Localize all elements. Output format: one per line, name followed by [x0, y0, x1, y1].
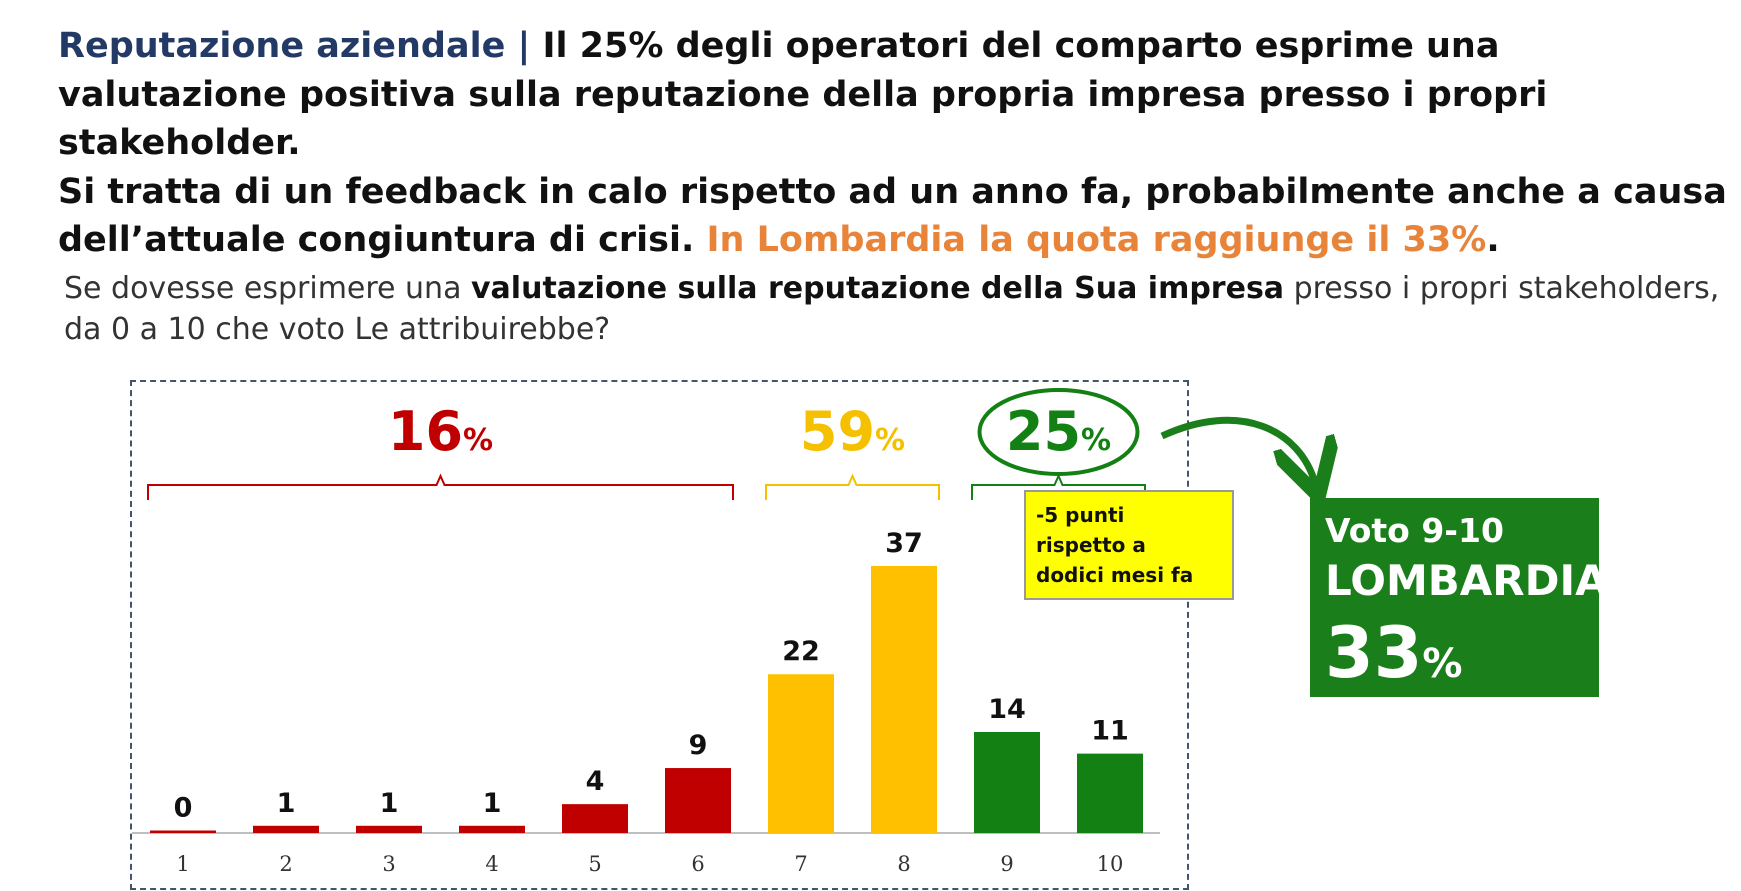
bar-6 — [665, 768, 731, 833]
x-tick-label: 10 — [1097, 852, 1124, 876]
group-total-circle — [977, 388, 1140, 476]
x-tick-label: 2 — [279, 852, 292, 876]
group-total-unit: % — [875, 423, 905, 458]
lombardia-value-unit: % — [1422, 641, 1463, 687]
lombardia-value-number: 33 — [1325, 612, 1423, 694]
lombardia-box: Voto 9-10 LOMBARDIA 33% — [1310, 498, 1608, 697]
x-tick-label: 5 — [588, 852, 601, 876]
group-total-value: 59 — [800, 400, 875, 463]
arrow-to-lombardia — [1160, 416, 1315, 483]
bar-value-label: 1 — [483, 788, 502, 819]
bar-value-label: 0 — [174, 793, 193, 824]
group-total-label: 25% — [1006, 400, 1111, 463]
bar-value-label: 4 — [586, 766, 605, 797]
group-bracket-2 — [765, 473, 940, 500]
bar-8 — [871, 566, 937, 833]
title-lead: Reputazione aziendale | — [58, 26, 531, 66]
group-bracket-1 — [147, 473, 734, 500]
group-total-label: 16% — [388, 400, 493, 463]
question-post: presso i propri stakeholders, da 0 a 10 … — [64, 271, 1720, 347]
x-tick-label: 4 — [485, 852, 498, 876]
bar-9 — [974, 731, 1040, 833]
title-line1: Il 25% degli operatori del comparto espr… — [58, 26, 1548, 163]
bar-7 — [768, 674, 834, 833]
x-tick-label: 3 — [382, 852, 395, 876]
slide-title: Reputazione aziendale | Il 25% degli ope… — [58, 22, 1728, 265]
x-tick-label: 1 — [176, 852, 189, 876]
lombardia-value: 33% — [1325, 608, 1584, 709]
title-highlight: In Lombardia la quota raggiunge il 33% — [706, 220, 1487, 260]
bar-value-label: 14 — [988, 694, 1026, 725]
title-line2: Si tratta di un feedback in calo rispett… — [58, 171, 1727, 261]
bar-2 — [253, 825, 319, 833]
bar-value-label: 22 — [782, 636, 820, 667]
change-note-box: -5 punti rispetto a dodici mesi fa — [1024, 490, 1234, 600]
bar-value-label: 37 — [885, 528, 923, 559]
bar-4 — [459, 825, 525, 833]
bar-value-label: 11 — [1091, 716, 1129, 747]
group-total-value: 25 — [1006, 400, 1081, 463]
lombardia-region: LOMBARDIA — [1325, 556, 1608, 605]
survey-question: Se dovesse esprimere una valutazione sul… — [64, 268, 1724, 350]
bar-3 — [356, 825, 422, 833]
bar-value-label: 1 — [380, 788, 399, 819]
bar-value-label: 9 — [689, 730, 708, 761]
lombardia-label: Voto 9-10 — [1325, 511, 1504, 550]
x-tick-label: 8 — [897, 852, 910, 876]
x-tick-label: 9 — [1000, 852, 1013, 876]
question-bold: valutazione sulla reputazione della Sua … — [471, 271, 1285, 306]
group-total-unit: % — [1081, 423, 1111, 458]
bar-10 — [1077, 753, 1143, 833]
bar-value-label: 1 — [277, 788, 296, 819]
group-total-value: 16 — [388, 400, 463, 463]
title-end: . — [1486, 220, 1500, 260]
x-tick-label: 6 — [691, 852, 704, 876]
group-total-label: 59% — [800, 400, 905, 463]
bar-1 — [150, 830, 216, 833]
bar-5 — [562, 804, 628, 833]
group-total-unit: % — [463, 423, 493, 458]
question-pre: Se dovesse esprimere una — [64, 271, 471, 306]
x-tick-label: 7 — [794, 852, 807, 876]
